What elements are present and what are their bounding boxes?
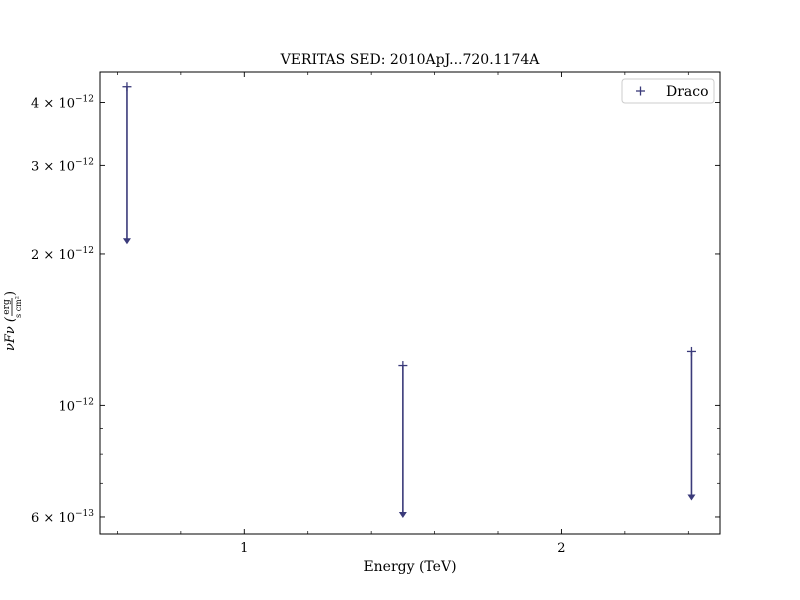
- legend-box: [621, 78, 715, 104]
- x-axis-label: Energy (TeV): [363, 559, 456, 575]
- y-tick-label-1: 10−12: [58, 397, 94, 414]
- y-tick-label-0: 6 × 10−13: [31, 509, 94, 526]
- x-tick-label-1: 2: [557, 541, 565, 556]
- y-tick-label-4: 4 × 10−12: [31, 95, 94, 112]
- y-axis-label-den: s cm²: [14, 296, 23, 318]
- legend: Draco: [621, 78, 715, 104]
- y-tick-label-2: 2 × 10−12: [31, 246, 94, 263]
- legend-marker: [636, 86, 645, 96]
- data-points: [122, 82, 696, 518]
- axis-ticks: 1 2 6 × 10−13 10−12 2 × 10−12 3 × 10−12 4 × 10…: [31, 72, 720, 556]
- data-point-0-0: [122, 82, 132, 245]
- upper-limit-arrowhead: [687, 494, 696, 501]
- legend-label-draco: Draco: [666, 84, 709, 100]
- y-axis-label: νFν ( erg s cm² ): [2, 291, 23, 351]
- y-axis-label-num: erg: [2, 299, 12, 315]
- plot-frame: [99, 71, 721, 535]
- x-tick-label-0: 1: [240, 541, 248, 556]
- data-point-0-2: [686, 346, 696, 501]
- y-axis-label-suffix: ): [3, 291, 18, 296]
- upper-limit-arrowhead: [122, 238, 131, 245]
- y-tick-label-3: 3 × 10−12: [31, 157, 94, 174]
- data-point-0-1: [398, 361, 408, 518]
- chart-title: VERITAS SED: 2010ApJ...720.1174A: [280, 52, 541, 68]
- upper-limit-arrowhead: [398, 511, 407, 518]
- y-axis-label-prefix: νFν (: [3, 316, 18, 351]
